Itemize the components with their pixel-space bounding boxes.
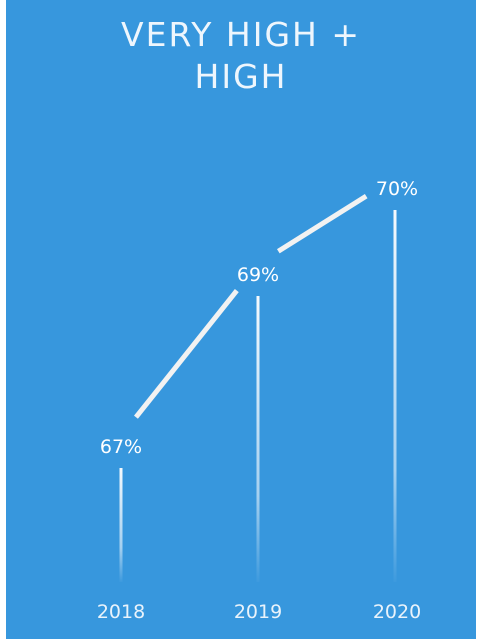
x-tick-label-2019: 2019 bbox=[234, 601, 282, 623]
line-chart: 67% 69% 70% 2018 2019 2020 bbox=[97, 178, 421, 623]
stem-2018 bbox=[119, 468, 123, 582]
series-line-segment bbox=[133, 289, 239, 419]
x-tick-label-2020: 2020 bbox=[373, 601, 421, 623]
data-label-2018: 67% bbox=[100, 436, 142, 458]
data-label-2019: 69% bbox=[237, 264, 279, 286]
x-tick-label-2018: 2018 bbox=[97, 601, 145, 623]
chart-title: VERY HIGH + HIGH bbox=[121, 15, 361, 96]
stem-2019 bbox=[256, 296, 260, 582]
series-line-segment bbox=[276, 193, 368, 254]
stem-2020 bbox=[393, 210, 397, 582]
chart-panel: VERY HIGH + HIGH 67% 69% 70% 2018 2019 2020 bbox=[6, 0, 476, 639]
data-label-2020: 70% bbox=[376, 178, 418, 200]
